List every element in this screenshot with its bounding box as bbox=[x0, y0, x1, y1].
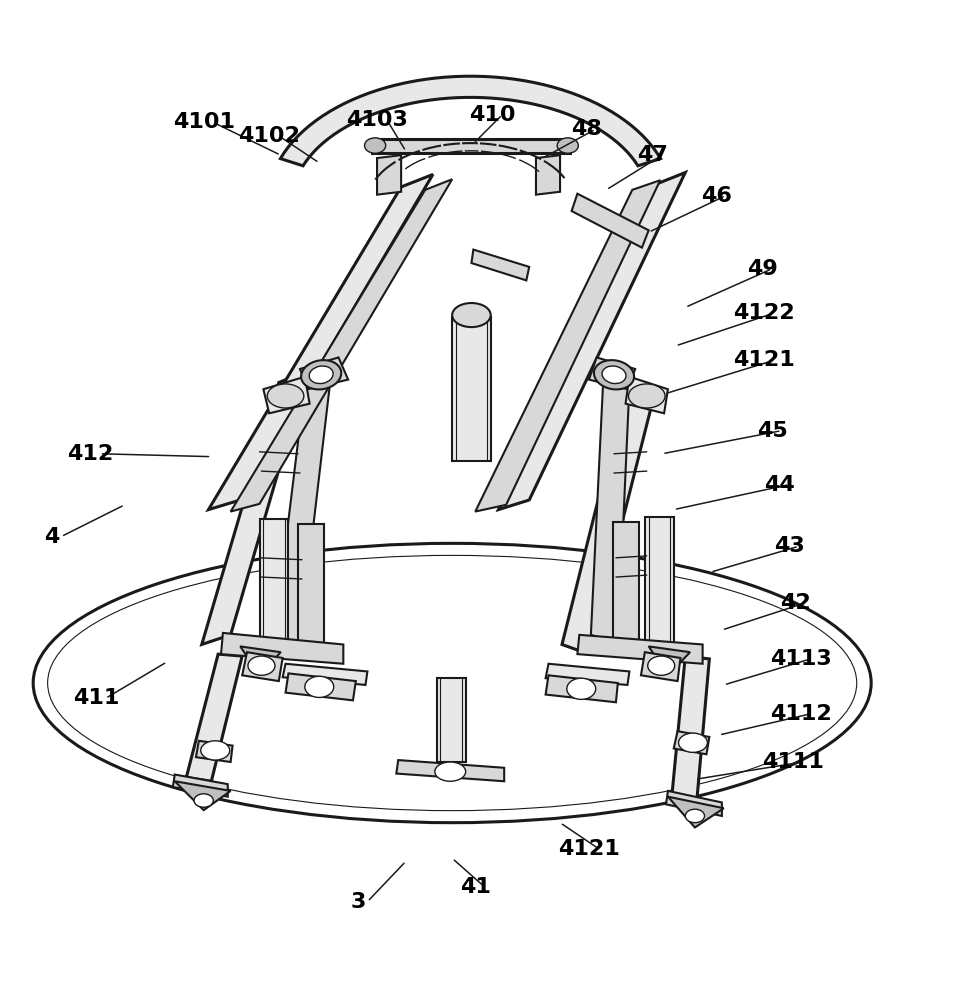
Text: 44: 44 bbox=[764, 475, 795, 495]
Ellipse shape bbox=[364, 138, 385, 153]
Polygon shape bbox=[641, 652, 680, 681]
Text: 411: 411 bbox=[72, 688, 119, 708]
Text: 4121: 4121 bbox=[733, 350, 795, 370]
Ellipse shape bbox=[557, 138, 579, 153]
Polygon shape bbox=[673, 731, 709, 754]
Polygon shape bbox=[186, 654, 242, 781]
Polygon shape bbox=[300, 357, 348, 389]
Ellipse shape bbox=[309, 366, 333, 384]
Polygon shape bbox=[668, 797, 724, 827]
Ellipse shape bbox=[268, 384, 304, 408]
Text: 43: 43 bbox=[774, 536, 805, 556]
Polygon shape bbox=[498, 173, 685, 510]
Polygon shape bbox=[286, 673, 355, 700]
Ellipse shape bbox=[678, 733, 707, 752]
Text: 4: 4 bbox=[43, 527, 59, 547]
Ellipse shape bbox=[435, 762, 466, 781]
Ellipse shape bbox=[194, 794, 213, 807]
Polygon shape bbox=[377, 155, 401, 195]
Polygon shape bbox=[280, 76, 661, 166]
Text: 4121: 4121 bbox=[558, 839, 620, 859]
Polygon shape bbox=[241, 646, 281, 675]
Polygon shape bbox=[572, 194, 649, 248]
Text: 41: 41 bbox=[460, 877, 491, 897]
Ellipse shape bbox=[594, 360, 634, 389]
Polygon shape bbox=[536, 155, 560, 195]
Polygon shape bbox=[546, 675, 618, 702]
Text: 412: 412 bbox=[67, 444, 113, 464]
Text: 45: 45 bbox=[756, 421, 787, 441]
Text: 4122: 4122 bbox=[733, 303, 795, 323]
Text: 4113: 4113 bbox=[770, 649, 832, 669]
Polygon shape bbox=[626, 377, 668, 413]
Polygon shape bbox=[437, 678, 466, 762]
Ellipse shape bbox=[452, 303, 491, 327]
Polygon shape bbox=[613, 522, 639, 650]
Polygon shape bbox=[283, 664, 367, 685]
Polygon shape bbox=[645, 517, 673, 652]
Text: 47: 47 bbox=[638, 145, 668, 165]
Polygon shape bbox=[562, 382, 654, 654]
Ellipse shape bbox=[648, 656, 674, 675]
Text: 4103: 4103 bbox=[346, 110, 408, 130]
Polygon shape bbox=[298, 524, 324, 652]
Polygon shape bbox=[173, 775, 228, 797]
Polygon shape bbox=[260, 519, 289, 654]
Polygon shape bbox=[209, 174, 433, 510]
Ellipse shape bbox=[301, 360, 341, 389]
Text: 4102: 4102 bbox=[239, 126, 300, 146]
Polygon shape bbox=[231, 179, 452, 512]
Polygon shape bbox=[671, 656, 709, 801]
Text: 46: 46 bbox=[700, 186, 731, 206]
Polygon shape bbox=[175, 781, 231, 810]
Polygon shape bbox=[591, 377, 630, 643]
Ellipse shape bbox=[248, 656, 275, 675]
Polygon shape bbox=[221, 633, 343, 664]
Ellipse shape bbox=[33, 543, 871, 823]
Text: 49: 49 bbox=[747, 259, 778, 279]
Ellipse shape bbox=[567, 678, 596, 699]
Text: 4111: 4111 bbox=[762, 752, 824, 772]
Polygon shape bbox=[242, 652, 283, 681]
Polygon shape bbox=[264, 377, 310, 413]
Polygon shape bbox=[471, 250, 529, 280]
Polygon shape bbox=[202, 371, 308, 644]
Polygon shape bbox=[578, 635, 702, 664]
Text: 48: 48 bbox=[571, 119, 602, 139]
Polygon shape bbox=[475, 180, 660, 512]
Polygon shape bbox=[196, 741, 233, 762]
Ellipse shape bbox=[201, 741, 230, 760]
Text: 4101: 4101 bbox=[173, 112, 235, 132]
Ellipse shape bbox=[602, 366, 626, 384]
Text: 4112: 4112 bbox=[770, 704, 832, 724]
Polygon shape bbox=[589, 357, 636, 389]
Ellipse shape bbox=[629, 384, 665, 408]
Ellipse shape bbox=[305, 676, 333, 697]
Polygon shape bbox=[666, 791, 722, 816]
Polygon shape bbox=[372, 139, 570, 153]
Polygon shape bbox=[546, 664, 630, 685]
Polygon shape bbox=[452, 317, 491, 461]
Text: 3: 3 bbox=[350, 892, 365, 912]
Ellipse shape bbox=[685, 809, 704, 823]
Polygon shape bbox=[273, 377, 330, 646]
Polygon shape bbox=[649, 646, 690, 675]
Text: 42: 42 bbox=[780, 593, 810, 613]
Polygon shape bbox=[396, 760, 504, 781]
Text: 410: 410 bbox=[469, 105, 516, 125]
